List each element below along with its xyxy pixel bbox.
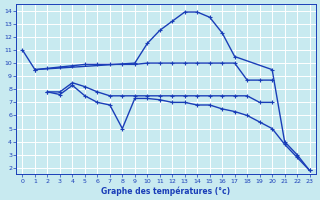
X-axis label: Graphe des températures (°c): Graphe des températures (°c) xyxy=(101,186,231,196)
